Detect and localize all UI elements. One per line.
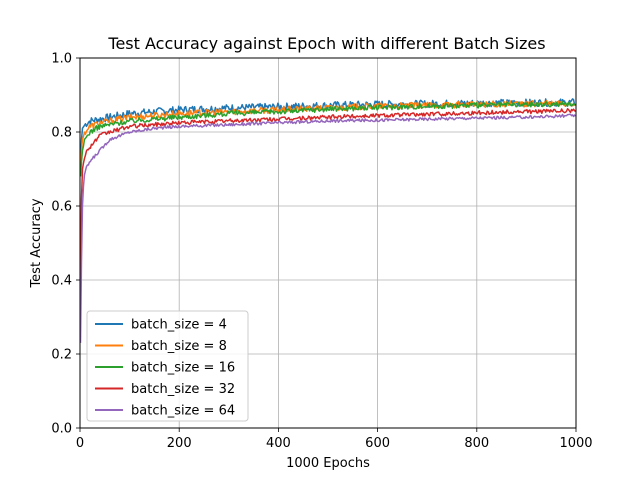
y-tick-label: 0.0: [51, 422, 72, 437]
legend-box: [86, 310, 249, 422]
y-tick-label: 0.8: [51, 126, 72, 141]
x-tick-label: 800: [464, 436, 489, 451]
legend-label: batch_size = 16: [131, 361, 235, 376]
y-tick-label: 0.2: [51, 348, 72, 363]
series-line-2: [79, 99, 576, 170]
x-axis-ticks: 0 200 400 600 800 1000: [76, 428, 593, 451]
y-axis-label: Test Accuracy: [29, 198, 44, 288]
y-tick-label: 0.4: [51, 274, 72, 289]
x-tick-label: 400: [266, 436, 291, 451]
legend-label: batch_size = 32: [131, 382, 235, 397]
legend-label: batch_size = 8: [131, 339, 227, 354]
series-line-5: [79, 113, 577, 343]
y-tick-label: 0.6: [51, 200, 72, 215]
y-axis-ticks: 0.0 0.2 0.4 0.6 0.8 1.0: [51, 52, 80, 437]
x-tick-label: 200: [167, 436, 192, 451]
legend: batch_size = 4 batch_size = 8 batch_size =…: [86, 310, 249, 422]
series-line-4: [79, 108, 577, 281]
plot-frame: [79, 57, 577, 429]
x-tick-label: 1000: [559, 436, 592, 451]
chart-title: Test Accuracy against Epoch with differe…: [107, 34, 545, 53]
series-line-3: [79, 101, 577, 177]
x-tick-label: 0: [76, 436, 84, 451]
x-axis-label: 1000 Epochs: [286, 456, 370, 471]
x-tick-label: 600: [365, 436, 390, 451]
y-tick-label: 1.0: [51, 52, 72, 67]
series-lines: [79, 98, 577, 343]
legend-label: batch_size = 64: [131, 404, 235, 419]
legend-label: batch_size = 4: [131, 318, 227, 333]
